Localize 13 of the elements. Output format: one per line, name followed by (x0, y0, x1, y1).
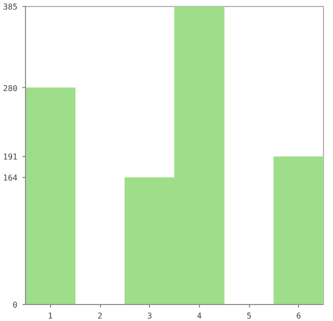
x-tick-label: 5 (246, 312, 252, 320)
x-tick-label: 1 (48, 312, 53, 320)
x-tick-label: 2 (98, 312, 103, 320)
x-tick-label: 4 (196, 312, 202, 320)
y-tick-label: 280 (3, 84, 18, 93)
y-tick-label: 164 (3, 174, 18, 183)
bar (26, 88, 76, 304)
x-tick-label: 3 (147, 312, 152, 320)
bar (274, 156, 324, 304)
x-tick-label: 6 (296, 312, 302, 320)
y-tick-label: 191 (3, 152, 18, 162)
y-tick-label: 0 (12, 300, 18, 310)
y-tick-label: 385 (3, 2, 18, 12)
